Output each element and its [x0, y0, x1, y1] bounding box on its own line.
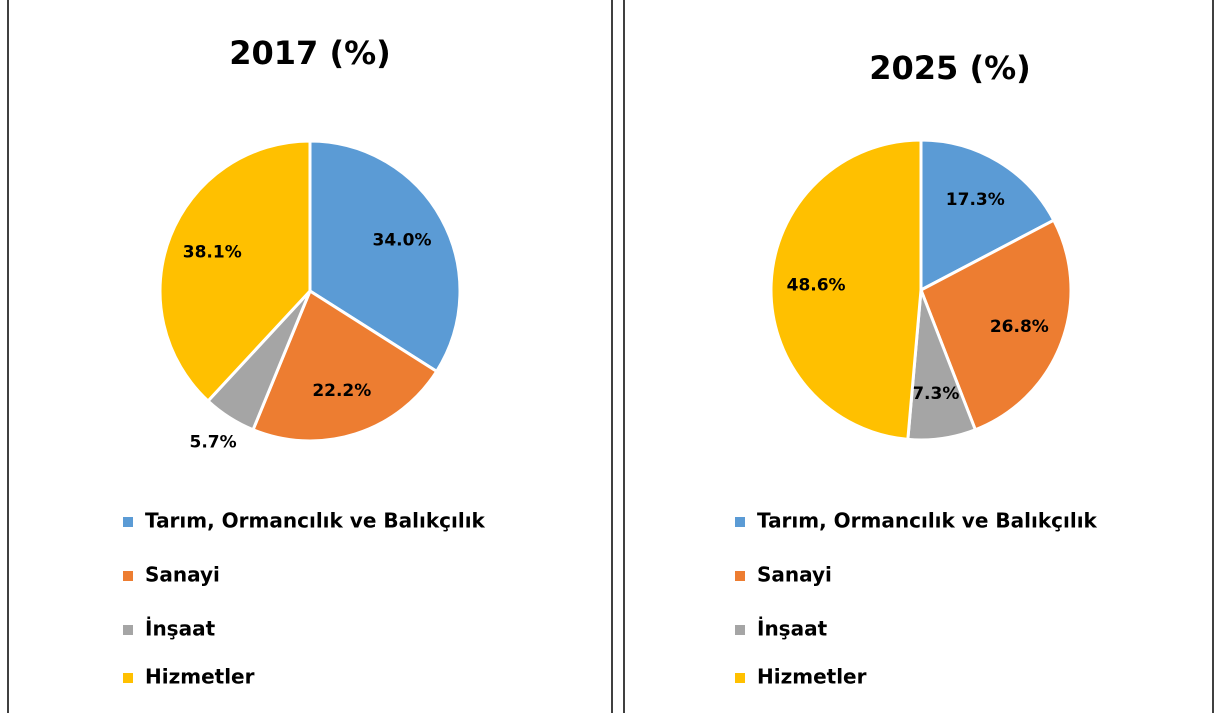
legend-label: İnşaat: [757, 617, 828, 641]
legend-label: Sanayi: [757, 563, 832, 587]
legend-swatch: [735, 517, 745, 527]
data-label: 26.8%: [990, 317, 1049, 337]
legend-swatch: [123, 517, 133, 527]
legend-label: İnşaat: [145, 617, 216, 641]
pie-slice: [769, 138, 923, 442]
legend-swatch: [123, 571, 133, 581]
data-label: 17.3%: [946, 190, 1005, 210]
legend-swatch: [735, 625, 745, 635]
pie-slice: [158, 139, 312, 404]
legend-label: Hizmetler: [757, 665, 867, 689]
legend-swatch: [735, 571, 745, 581]
legend-label: Hizmetler: [145, 665, 255, 689]
data-label: 22.2%: [312, 381, 371, 401]
pie-slice: [251, 288, 439, 443]
legend-swatch: [735, 673, 745, 683]
legend-label: Tarım, Ormancılık ve Balıkçılık: [145, 509, 486, 533]
data-label: 34.0%: [373, 230, 432, 250]
pie-slice: [919, 138, 1056, 293]
panel-border: [623, 0, 1214, 713]
legend-label: Sanayi: [145, 563, 220, 587]
legend-label: Tarım, Ormancılık ve Balıkçılık: [757, 509, 1098, 533]
chart-title: 2025 (%): [869, 49, 1031, 87]
data-label: 5.7%: [189, 433, 236, 453]
panel-border: [7, 0, 613, 713]
pie-slice: [919, 218, 1073, 432]
legend-swatch: [123, 673, 133, 683]
data-label: 48.6%: [787, 275, 846, 295]
chart-title: 2017 (%): [229, 34, 391, 72]
data-label: 38.1%: [183, 243, 242, 263]
data-label: 7.3%: [912, 384, 959, 404]
legend-swatch: [123, 625, 133, 635]
